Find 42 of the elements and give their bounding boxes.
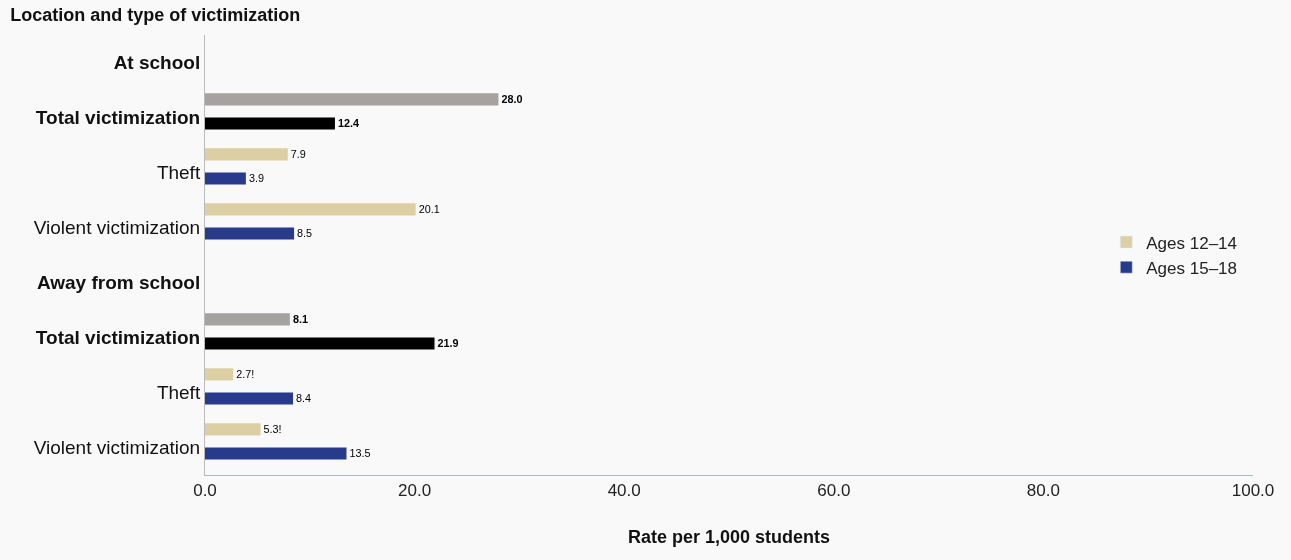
- y-tick-label: At school: [113, 52, 201, 74]
- bar: [205, 227, 295, 240]
- y-tick-label: Violent victimization: [33, 437, 201, 459]
- y-tick-label: Theft: [156, 162, 201, 184]
- legend-label: Ages 15–18: [1146, 258, 1238, 278]
- data-label: 8.4: [296, 392, 312, 405]
- data-label: 28.0: [501, 92, 523, 105]
- y-tick-label: Total victimization: [35, 327, 201, 349]
- y-tick-label: Away from school: [36, 272, 201, 294]
- data-label: 7.9: [290, 147, 306, 160]
- y-tick-label: Total victimization: [35, 107, 201, 129]
- data-label: 5.3!: [263, 422, 282, 435]
- y-tick-label: Theft: [156, 382, 201, 404]
- chart-title: Location and type of victimization: [10, 5, 301, 25]
- x-tick-label: 60.0: [817, 481, 851, 501]
- x-tick-label: 0.0: [193, 481, 217, 501]
- bar: [205, 368, 234, 381]
- bar: [205, 203, 416, 216]
- bar: [205, 423, 261, 436]
- data-label: 8.1: [292, 312, 308, 325]
- bar: [205, 117, 335, 130]
- x-axis-title: Rate per 1,000 students: [627, 526, 831, 547]
- y-tick-label: Violent victimization: [33, 217, 201, 239]
- data-label: 3.9: [248, 172, 264, 185]
- bar: [205, 313, 290, 326]
- data-label: 2.7!: [236, 367, 255, 380]
- legend-label: Ages 12–14: [1146, 233, 1238, 253]
- bar: [205, 392, 294, 405]
- x-tick-label: 20.0: [398, 481, 432, 501]
- bar: [205, 93, 499, 106]
- data-label: 8.5: [297, 227, 313, 240]
- bar: [205, 148, 288, 161]
- data-label: 21.9: [437, 337, 459, 350]
- x-tick-label: 80.0: [1026, 481, 1060, 501]
- bar: [205, 172, 246, 185]
- bar: [205, 447, 347, 460]
- bar: [205, 337, 435, 350]
- x-tick-label: 100.0: [1231, 481, 1275, 501]
- data-label: 12.4: [337, 117, 360, 130]
- data-label: 13.5: [349, 447, 371, 460]
- x-tick-label: 40.0: [607, 481, 641, 501]
- data-label: 20.1: [418, 202, 440, 215]
